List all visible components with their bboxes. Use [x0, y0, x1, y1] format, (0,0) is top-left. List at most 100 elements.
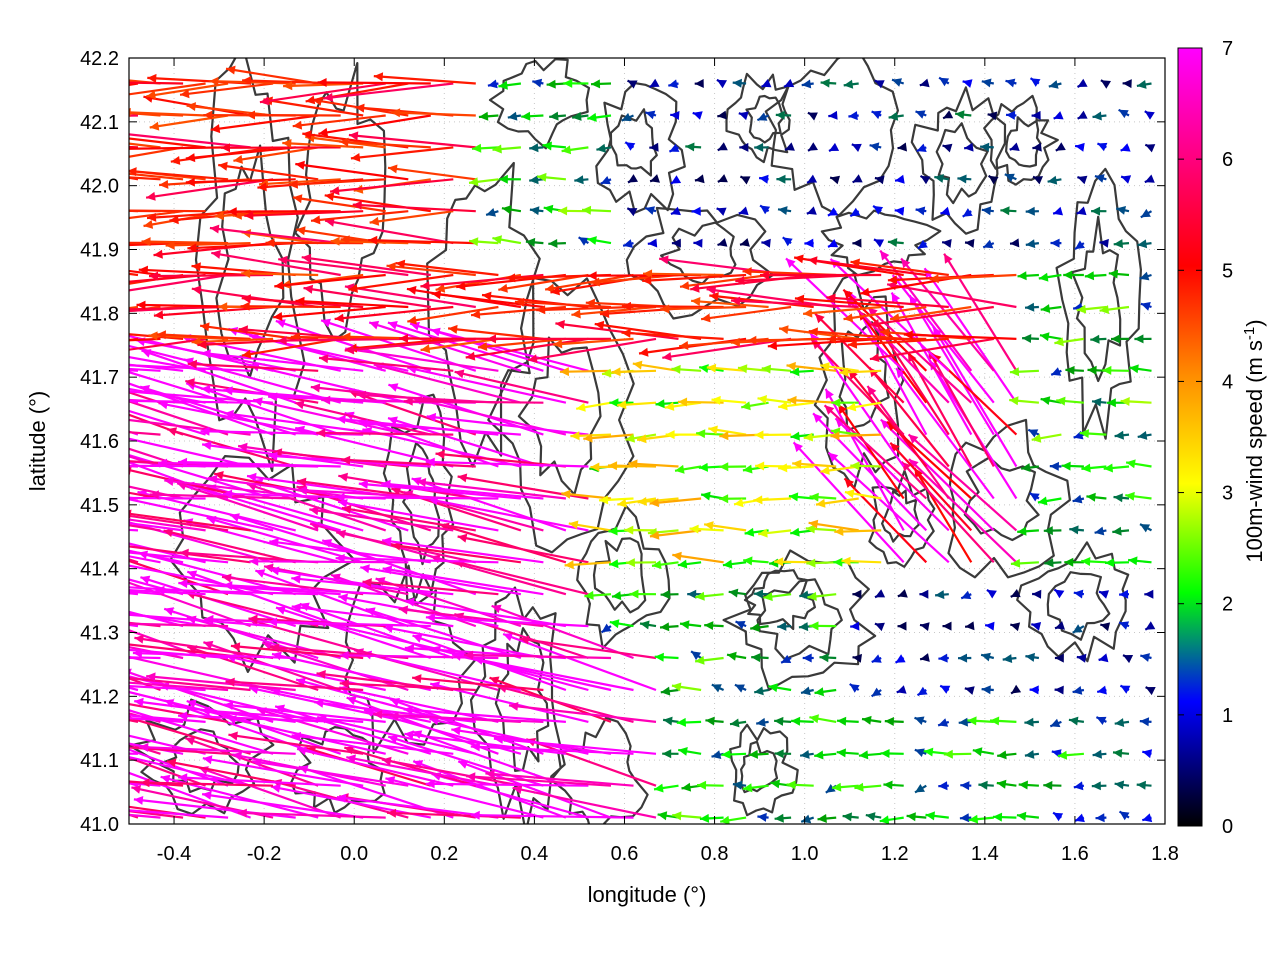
- wind-arrow-head: [791, 716, 801, 726]
- wind-arrow-head: [1025, 206, 1035, 216]
- wind-arrow-head: [816, 498, 826, 508]
- wind-arrow-head: [662, 352, 672, 361]
- wind-arrow-head: [369, 320, 380, 330]
- wind-arrow-shaft: [310, 385, 454, 404]
- x-tick-label: 1.6: [1061, 843, 1089, 865]
- wind-arrow-head: [1064, 557, 1074, 567]
- wind-arrow-head: [273, 312, 283, 321]
- y-tick-label: 41.2: [80, 686, 119, 708]
- wind-arrow-head: [134, 634, 144, 644]
- wind-arrow-head: [1090, 334, 1100, 344]
- wind-arrow-shaft: [129, 82, 139, 86]
- wind-arrow-head: [209, 76, 219, 86]
- terrain-contour: [194, 58, 306, 473]
- wind-arrow-head: [252, 758, 262, 768]
- wind-arrow-shaft: [129, 522, 184, 532]
- wind-arrow-shaft: [485, 772, 634, 787]
- wind-arrow-head: [129, 129, 130, 133]
- wind-arrow-shaft: [318, 114, 431, 135]
- wind-arrow-head: [923, 747, 934, 757]
- wind-arrow-shaft: [544, 273, 634, 291]
- wind-arrow-head: [649, 78, 660, 88]
- wind-arrow-head: [774, 749, 784, 759]
- wind-arrow-head: [218, 302, 228, 312]
- wind-arrow-head: [645, 110, 656, 120]
- wind-arrow-head: [942, 239, 952, 248]
- wind-arrow-head: [1029, 685, 1039, 695]
- wind-arrow-head: [742, 267, 752, 277]
- wind-arrow-shaft: [148, 273, 274, 278]
- wind-arrow-head: [247, 472, 257, 482]
- wind-arrow-head: [711, 684, 722, 693]
- x-tick-label: 0.0: [340, 843, 368, 865]
- wind-arrow-head: [404, 644, 415, 653]
- wind-arrow-head: [738, 111, 749, 121]
- wind-arrow-shaft: [778, 327, 859, 340]
- wind-arrow-head: [451, 726, 461, 736]
- wind-arrow-head: [319, 354, 329, 364]
- wind-arrow-head: [283, 81, 293, 91]
- wind-arrow-head: [99, 289, 109, 298]
- wind-arrow-shaft: [294, 401, 432, 436]
- wind-arrow-head: [550, 286, 560, 296]
- wind-arrow-shaft: [129, 464, 274, 468]
- colorbar: 0 1 2 3 4 5 6 7 100m-wind speed (m s-1): [1177, 38, 1267, 838]
- wind-arrow-shaft: [129, 524, 161, 532]
- wind-arrow-head: [671, 175, 682, 184]
- wind-arrow-head: [1057, 750, 1068, 760]
- wind-arrow-head: [807, 591, 817, 601]
- wind-arrow-head: [587, 236, 597, 245]
- wind-arrow-head: [742, 783, 753, 793]
- wind-arrow-head: [852, 238, 862, 248]
- wind-arrow-shaft: [335, 557, 499, 564]
- wind-arrow-head: [338, 593, 348, 603]
- wind-arrow-head: [321, 318, 331, 328]
- wind-arrow-head: [732, 780, 743, 790]
- wind-arrow-head: [1068, 716, 1079, 726]
- terrain-contour: [764, 58, 899, 217]
- wind-arrow-shaft: [129, 145, 139, 149]
- wind-arrow-head: [814, 750, 824, 760]
- wind-arrow-head: [701, 491, 711, 501]
- wind-arrow-head: [45, 339, 55, 348]
- wind-arrow-head: [214, 211, 224, 221]
- wind-arrow-head: [456, 281, 466, 291]
- wind-arrow-shaft: [498, 273, 589, 291]
- wind-arrow-shaft: [129, 613, 274, 628]
- wind-arrow-shaft: [129, 677, 161, 692]
- wind-arrow-head: [871, 687, 882, 697]
- wind-arrow-head: [719, 431, 729, 441]
- wind-arrow-head: [1076, 206, 1087, 216]
- wind-arrow-head: [754, 430, 764, 440]
- wind-arrow-head: [352, 200, 362, 210]
- wind-arrow-shaft: [416, 480, 567, 500]
- wind-arrow-head: [248, 614, 258, 624]
- wind-arrow-head: [660, 622, 670, 632]
- wind-arrow-head: [344, 345, 355, 355]
- wind-arrow-shaft: [470, 305, 566, 317]
- wind-arrow-head: [529, 206, 540, 216]
- wind-arrow-head: [568, 520, 579, 530]
- wind-arrow-head: [218, 161, 228, 171]
- wind-arrow-head: [255, 569, 266, 578]
- wind-arrow-head: [1119, 811, 1130, 821]
- wind-arrow-head: [1004, 173, 1015, 182]
- wind-arrow-head: [678, 397, 688, 407]
- wind-arrow-head: [411, 477, 422, 486]
- wind-arrow-shaft: [691, 299, 769, 309]
- wind-arrow-head: [875, 589, 886, 598]
- wind-arrow-head: [908, 434, 919, 444]
- wind-arrow-head: [1140, 302, 1151, 311]
- wind-arrow-shaft: [129, 390, 274, 404]
- wind-arrow-head: [774, 716, 784, 726]
- wind-arrow-head: [338, 499, 348, 508]
- wind-arrow-head: [295, 160, 305, 170]
- wind-arrow-head: [1128, 556, 1138, 566]
- wind-arrow-head: [470, 810, 480, 820]
- wind-arrow-head: [316, 670, 326, 679]
- wind-arrow-head: [774, 557, 784, 567]
- wind-arrow-head: [241, 269, 251, 278]
- wind-arrow-head: [268, 617, 278, 627]
- wind-arrow-head: [119, 166, 129, 175]
- wind-arrow-head: [696, 429, 706, 439]
